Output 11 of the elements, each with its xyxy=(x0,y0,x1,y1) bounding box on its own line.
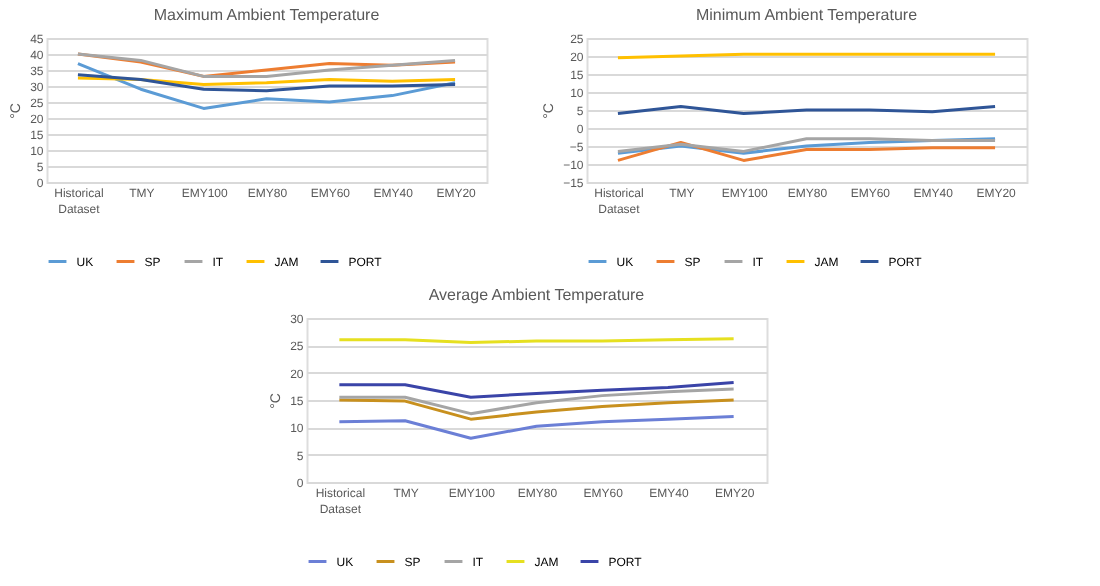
line-series xyxy=(76,52,457,78)
line-series xyxy=(337,398,736,421)
line-series xyxy=(337,387,736,416)
chart-title: Maximum Ambient Temperature xyxy=(153,6,381,24)
line-series xyxy=(76,73,457,93)
line-series xyxy=(337,414,736,440)
line-series xyxy=(337,381,736,399)
chart-title: Average Ambient Temperature xyxy=(428,286,646,304)
line-series xyxy=(616,140,997,162)
chart-title: Minimum Ambient Temperature xyxy=(695,6,919,24)
line-series xyxy=(76,62,457,110)
